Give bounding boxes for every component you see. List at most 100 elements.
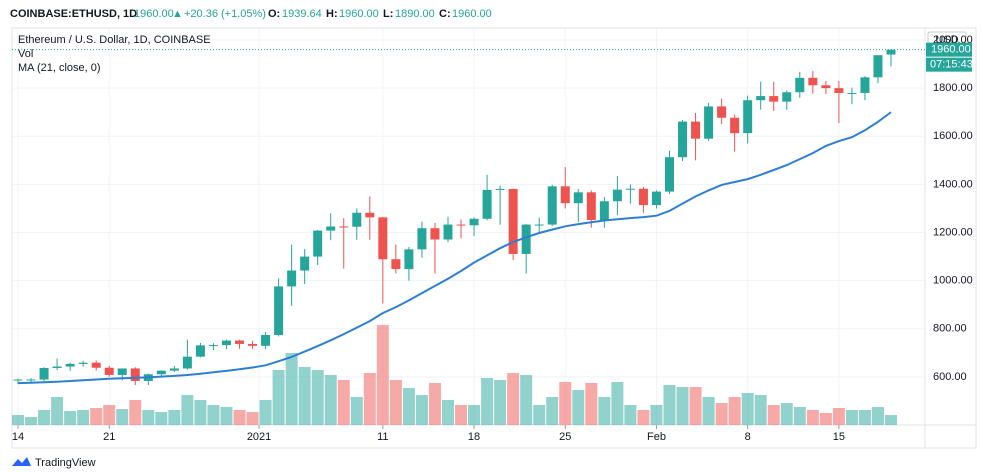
volume-bar — [103, 405, 116, 425]
candle-body — [651, 191, 661, 206]
candle-body — [704, 106, 714, 139]
candle-body — [521, 224, 531, 254]
brand-name: TradingView — [35, 457, 96, 469]
volume-bar — [90, 408, 103, 425]
x-tick-label: 11 — [377, 431, 388, 443]
volume-bar — [428, 383, 441, 425]
o-value: 1939.64 — [282, 8, 322, 20]
candle-body — [834, 88, 844, 93]
candle-body — [391, 259, 401, 270]
candle-body — [326, 226, 336, 231]
candle-body — [547, 186, 557, 225]
candle-body — [104, 367, 114, 375]
candle-body — [13, 379, 23, 381]
frame — [11, 27, 977, 449]
candle-body — [274, 286, 284, 336]
volume-bar — [272, 370, 285, 425]
candle-body — [691, 121, 701, 139]
candle-body — [313, 230, 323, 257]
candle-body — [756, 96, 766, 101]
countdown: 07:15:43 — [930, 59, 973, 71]
candle-body — [378, 217, 388, 260]
volume-bar — [415, 395, 428, 425]
volume-bar — [624, 405, 637, 425]
volume-bar — [494, 380, 507, 425]
candle-body — [612, 189, 622, 202]
volume-bar — [533, 405, 546, 425]
volume-bar — [25, 417, 38, 425]
candle-body — [599, 201, 609, 221]
candle-body — [730, 117, 740, 134]
volume-bar — [51, 397, 64, 425]
volume-bar — [38, 410, 51, 425]
candle-body — [886, 49, 896, 55]
volume-bar — [64, 411, 77, 425]
volume-bar — [12, 415, 24, 425]
volume-bar — [376, 325, 389, 425]
chart-title: Ethereum / U.S. Dollar, 1D, COINBASE — [18, 34, 211, 46]
x-tick-label: 21 — [103, 431, 115, 443]
volume-bar — [507, 373, 520, 425]
symbol: COINBASE:ETHUSD, 1D — [10, 8, 137, 20]
volume-bar — [832, 408, 845, 425]
candle-body — [769, 96, 779, 102]
candle-body — [52, 366, 62, 368]
candle-body — [808, 77, 818, 86]
candle-body — [235, 340, 245, 344]
candle-body — [573, 192, 583, 204]
candle-body — [678, 121, 688, 158]
candle-body — [625, 188, 635, 190]
x-tick-label: 8 — [745, 431, 751, 443]
brand: TradingView — [12, 457, 96, 469]
y-tick-label: 1400.00 — [933, 178, 973, 190]
candle-body — [469, 218, 479, 226]
candle-body — [860, 77, 870, 93]
volume-bar — [207, 405, 220, 425]
candle-body — [456, 224, 466, 226]
y-tick-label: 600.00 — [933, 371, 967, 383]
volume-bar — [845, 410, 858, 425]
c-label: C: — [439, 8, 451, 20]
volume-bar — [767, 405, 780, 425]
candle-body — [39, 367, 49, 380]
candle-body — [130, 368, 140, 381]
y-tick-label: 1600.00 — [933, 130, 973, 142]
volume-bar — [598, 397, 611, 425]
volume-bar — [858, 410, 871, 425]
candle-body — [117, 368, 127, 375]
c-value: 1960.00 — [452, 8, 492, 20]
candle-body — [560, 186, 570, 204]
x-tick-label: 14 — [12, 431, 24, 443]
volume-bar — [402, 388, 415, 425]
volume-bar — [689, 387, 702, 425]
volume-bar — [754, 395, 767, 425]
countdown-box — [926, 57, 972, 72]
ma-label: MA (21, close, 0) — [18, 62, 101, 74]
volume-bar — [194, 400, 207, 425]
candle-body — [208, 345, 218, 347]
volume-bar — [676, 387, 689, 425]
candle-body — [665, 157, 674, 192]
candle-body — [430, 228, 440, 240]
last-price: 1960.00 — [134, 8, 174, 20]
volume-bar — [116, 409, 129, 425]
candle-body — [534, 224, 544, 226]
volume-bar — [520, 375, 533, 425]
volume-bar — [285, 353, 298, 425]
candle-body — [586, 192, 596, 221]
volume-bar — [129, 400, 142, 425]
candle-body — [404, 249, 414, 270]
volume-bar — [728, 397, 741, 425]
candle-body — [91, 362, 101, 368]
volume-bar — [585, 383, 598, 425]
brand-logo — [12, 457, 31, 466]
candle-body — [339, 226, 349, 228]
candle-body — [482, 189, 492, 219]
volume-bar — [546, 397, 559, 425]
volume-bar — [246, 412, 259, 425]
volume-bar — [233, 410, 246, 425]
candle-body — [782, 92, 792, 102]
candle-body — [638, 188, 648, 206]
volume-bar — [806, 410, 819, 425]
volume-bar — [311, 370, 324, 425]
